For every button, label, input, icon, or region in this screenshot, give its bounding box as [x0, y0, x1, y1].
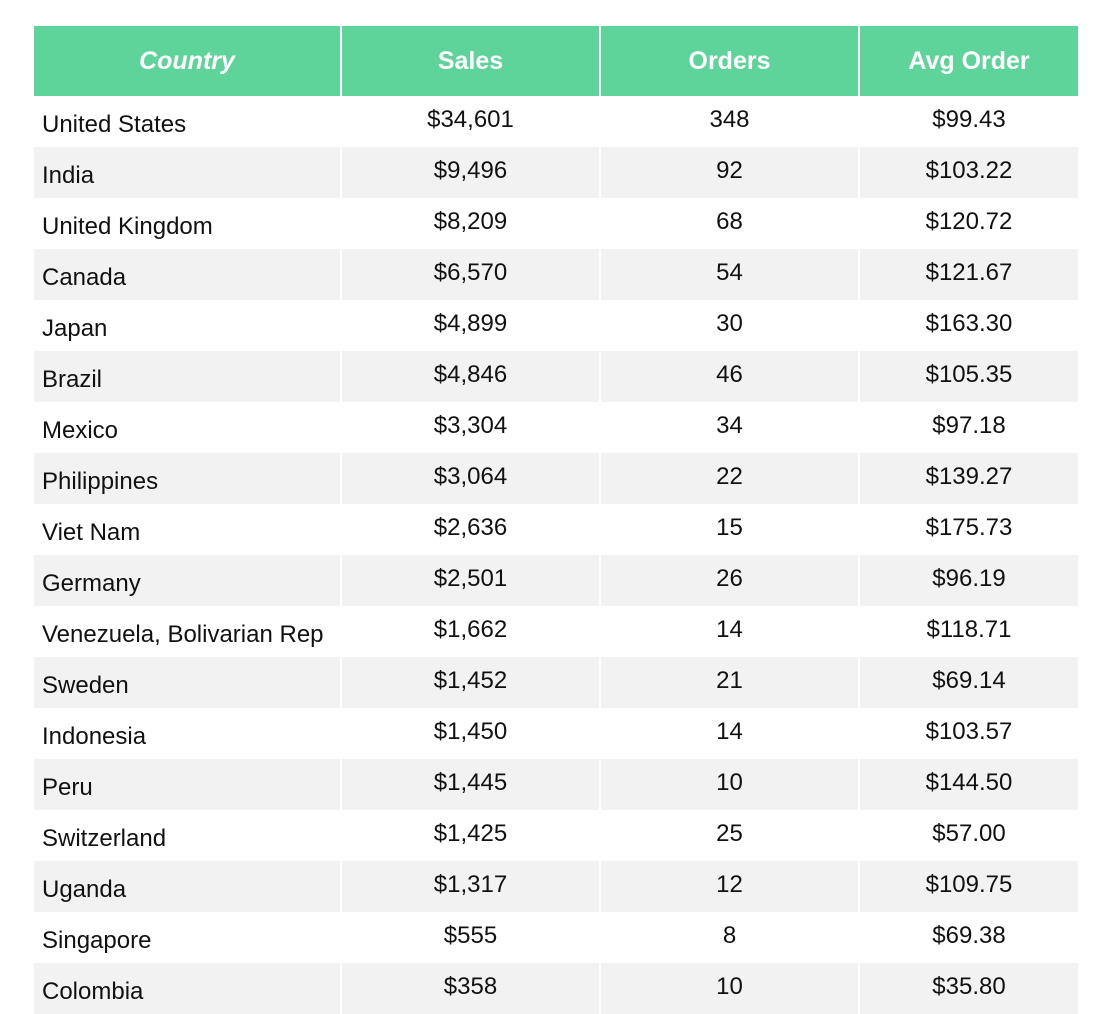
table-row: Philippines $3,064 22 $139.27: [34, 453, 1078, 504]
cell-orders: 10: [600, 963, 860, 1014]
cell-sales: $1,425: [341, 810, 601, 861]
cell-orders: 54: [600, 249, 860, 300]
cell-avg-order: $139.27: [859, 453, 1078, 504]
column-header-sales[interactable]: Sales: [341, 26, 601, 96]
cell-sales: $1,450: [341, 708, 601, 759]
table-body: United States $34,601 348 $99.43 India $9,496…: [34, 96, 1078, 1014]
table-row: Uganda $1,317 12 $109.75: [34, 861, 1078, 912]
cell-avg-order: $118.71: [859, 606, 1078, 657]
cell-orders: 14: [600, 606, 860, 657]
cell-avg-order: $120.72: [859, 198, 1078, 249]
table-row: Germany $2,501 26 $96.19: [34, 555, 1078, 606]
cell-sales: $1,452: [341, 657, 601, 708]
cell-sales: $3,304: [341, 402, 601, 453]
table-row: Peru $1,445 10 $144.50: [34, 759, 1078, 810]
cell-orders: 25: [600, 810, 860, 861]
table-header: Country Sales Orders Avg Order: [34, 26, 1078, 96]
column-header-country[interactable]: Country: [34, 26, 342, 96]
cell-sales: $4,846: [341, 351, 601, 402]
cell-country: Germany: [34, 555, 342, 606]
cell-orders: 8: [600, 912, 860, 963]
cell-avg-order: $103.22: [859, 147, 1078, 198]
cell-sales: $8,209: [341, 198, 601, 249]
cell-avg-order: $105.35: [859, 351, 1078, 402]
cell-avg-order: $57.00: [859, 810, 1078, 861]
cell-country: Peru: [34, 759, 342, 810]
cell-avg-order: $96.19: [859, 555, 1078, 606]
cell-country: Viet Nam: [34, 504, 342, 555]
cell-country: Mexico: [34, 402, 342, 453]
table-row: Venezuela, Bolivarian Rep $1,662 14 $118.71: [34, 606, 1078, 657]
cell-sales: $2,636: [341, 504, 601, 555]
column-header-orders[interactable]: Orders: [600, 26, 860, 96]
cell-country: Colombia: [34, 963, 342, 1014]
cell-orders: 14: [600, 708, 860, 759]
cell-orders: 30: [600, 300, 860, 351]
cell-orders: 22: [600, 453, 860, 504]
cell-sales: $34,601: [341, 96, 601, 147]
cell-orders: 34: [600, 402, 860, 453]
cell-country: United States: [34, 96, 342, 147]
cell-country: Sweden: [34, 657, 342, 708]
cell-country: Switzerland: [34, 810, 342, 861]
cell-sales: $1,445: [341, 759, 601, 810]
table-row: Canada $6,570 54 $121.67: [34, 249, 1078, 300]
cell-orders: 15: [600, 504, 860, 555]
cell-sales: $4,899: [341, 300, 601, 351]
cell-avg-order: $97.18: [859, 402, 1078, 453]
cell-avg-order: $144.50: [859, 759, 1078, 810]
cell-country: Japan: [34, 300, 342, 351]
cell-orders: 12: [600, 861, 860, 912]
cell-country: Philippines: [34, 453, 342, 504]
cell-sales: $2,501: [341, 555, 601, 606]
cell-orders: 10: [600, 759, 860, 810]
table-row: Mexico $3,304 34 $97.18: [34, 402, 1078, 453]
cell-sales: $358: [341, 963, 601, 1014]
cell-country: Canada: [34, 249, 342, 300]
sales-by-country-table-container: Country Sales Orders Avg Order United St…: [34, 26, 1078, 1014]
cell-country: Singapore: [34, 912, 342, 963]
table-row: Colombia $358 10 $35.80: [34, 963, 1078, 1014]
table-row: United States $34,601 348 $99.43: [34, 96, 1078, 147]
sales-by-country-table: Country Sales Orders Avg Order United St…: [34, 26, 1078, 1014]
table-row: Japan $4,899 30 $163.30: [34, 300, 1078, 351]
cell-avg-order: $163.30: [859, 300, 1078, 351]
table-row: United Kingdom $8,209 68 $120.72: [34, 198, 1078, 249]
cell-sales: $6,570: [341, 249, 601, 300]
header-row: Country Sales Orders Avg Order: [34, 26, 1078, 96]
cell-avg-order: $69.14: [859, 657, 1078, 708]
cell-sales: $9,496: [341, 147, 601, 198]
table-row: Indonesia $1,450 14 $103.57: [34, 708, 1078, 759]
cell-avg-order: $175.73: [859, 504, 1078, 555]
cell-sales: $3,064: [341, 453, 601, 504]
cell-avg-order: $109.75: [859, 861, 1078, 912]
cell-orders: 21: [600, 657, 860, 708]
cell-country: Uganda: [34, 861, 342, 912]
cell-country: Venezuela, Bolivarian Rep: [34, 606, 342, 657]
cell-avg-order: $103.57: [859, 708, 1078, 759]
cell-avg-order: $99.43: [859, 96, 1078, 147]
cell-avg-order: $35.80: [859, 963, 1078, 1014]
cell-orders: 92: [600, 147, 860, 198]
cell-country: India: [34, 147, 342, 198]
cell-avg-order: $121.67: [859, 249, 1078, 300]
column-header-avg-order[interactable]: Avg Order: [859, 26, 1078, 96]
cell-country: United Kingdom: [34, 198, 342, 249]
cell-orders: 68: [600, 198, 860, 249]
table-row: India $9,496 92 $103.22: [34, 147, 1078, 198]
table-row: Brazil $4,846 46 $105.35: [34, 351, 1078, 402]
cell-sales: $1,317: [341, 861, 601, 912]
table-row: Singapore $555 8 $69.38: [34, 912, 1078, 963]
table-row: Viet Nam $2,636 15 $175.73: [34, 504, 1078, 555]
table-row: Switzerland $1,425 25 $57.00: [34, 810, 1078, 861]
cell-sales: $555: [341, 912, 601, 963]
cell-country: Indonesia: [34, 708, 342, 759]
cell-orders: 348: [600, 96, 860, 147]
cell-sales: $1,662: [341, 606, 601, 657]
cell-orders: 26: [600, 555, 860, 606]
table-row: Sweden $1,452 21 $69.14: [34, 657, 1078, 708]
cell-country: Brazil: [34, 351, 342, 402]
cell-avg-order: $69.38: [859, 912, 1078, 963]
cell-orders: 46: [600, 351, 860, 402]
